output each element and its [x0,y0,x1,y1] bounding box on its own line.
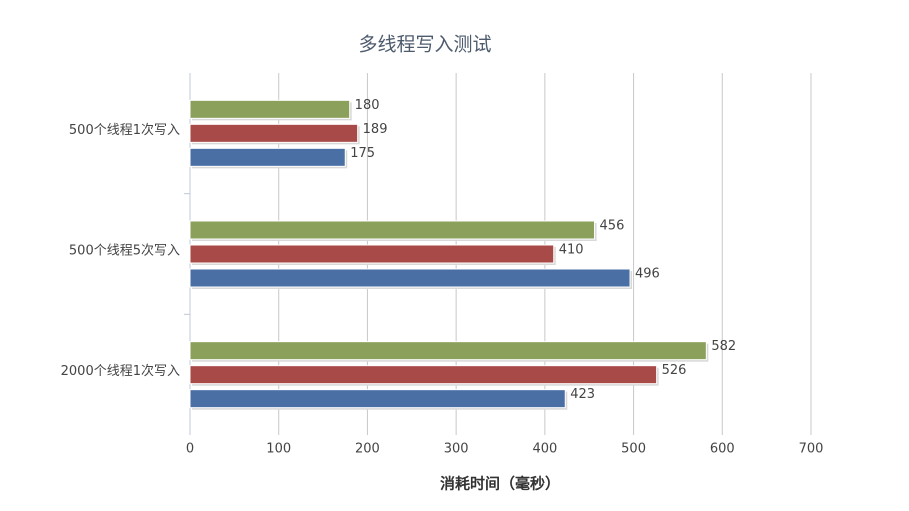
x-tick-label: 600 [710,442,735,457]
bar [189,341,707,361]
bar [189,220,596,240]
x-tick-label: 100 [266,442,291,457]
x-tick-label: 300 [444,442,469,457]
bar [189,244,555,264]
bar [189,123,359,143]
x-tick-label: 400 [532,442,557,457]
data-label: 582 [711,339,736,354]
data-label: 526 [662,363,687,378]
bar [189,147,346,167]
x-tick-label: 700 [799,442,824,457]
bar [189,365,658,385]
chart-title: 多线程写入测试 [358,34,491,56]
data-label: 456 [600,219,625,234]
data-label: 189 [363,122,388,137]
bar [189,389,566,409]
y-tick-label: 500个线程1次写入 [69,122,180,138]
x-axis-label: 消耗时间（毫秒） [440,475,560,493]
data-label: 180 [355,98,380,113]
data-label: 410 [559,243,584,258]
y-tick-label: 500个线程5次写入 [69,243,180,259]
bar [189,99,351,119]
data-label: 423 [570,387,595,402]
y-tick-label: 2000个线程1次写入 [61,363,180,379]
x-tick-label: 500 [621,442,646,457]
data-label: 175 [350,146,375,161]
bar [189,268,631,288]
x-tick-label: 0 [186,442,194,457]
x-tick-label: 200 [355,442,380,457]
data-label: 496 [635,267,660,282]
